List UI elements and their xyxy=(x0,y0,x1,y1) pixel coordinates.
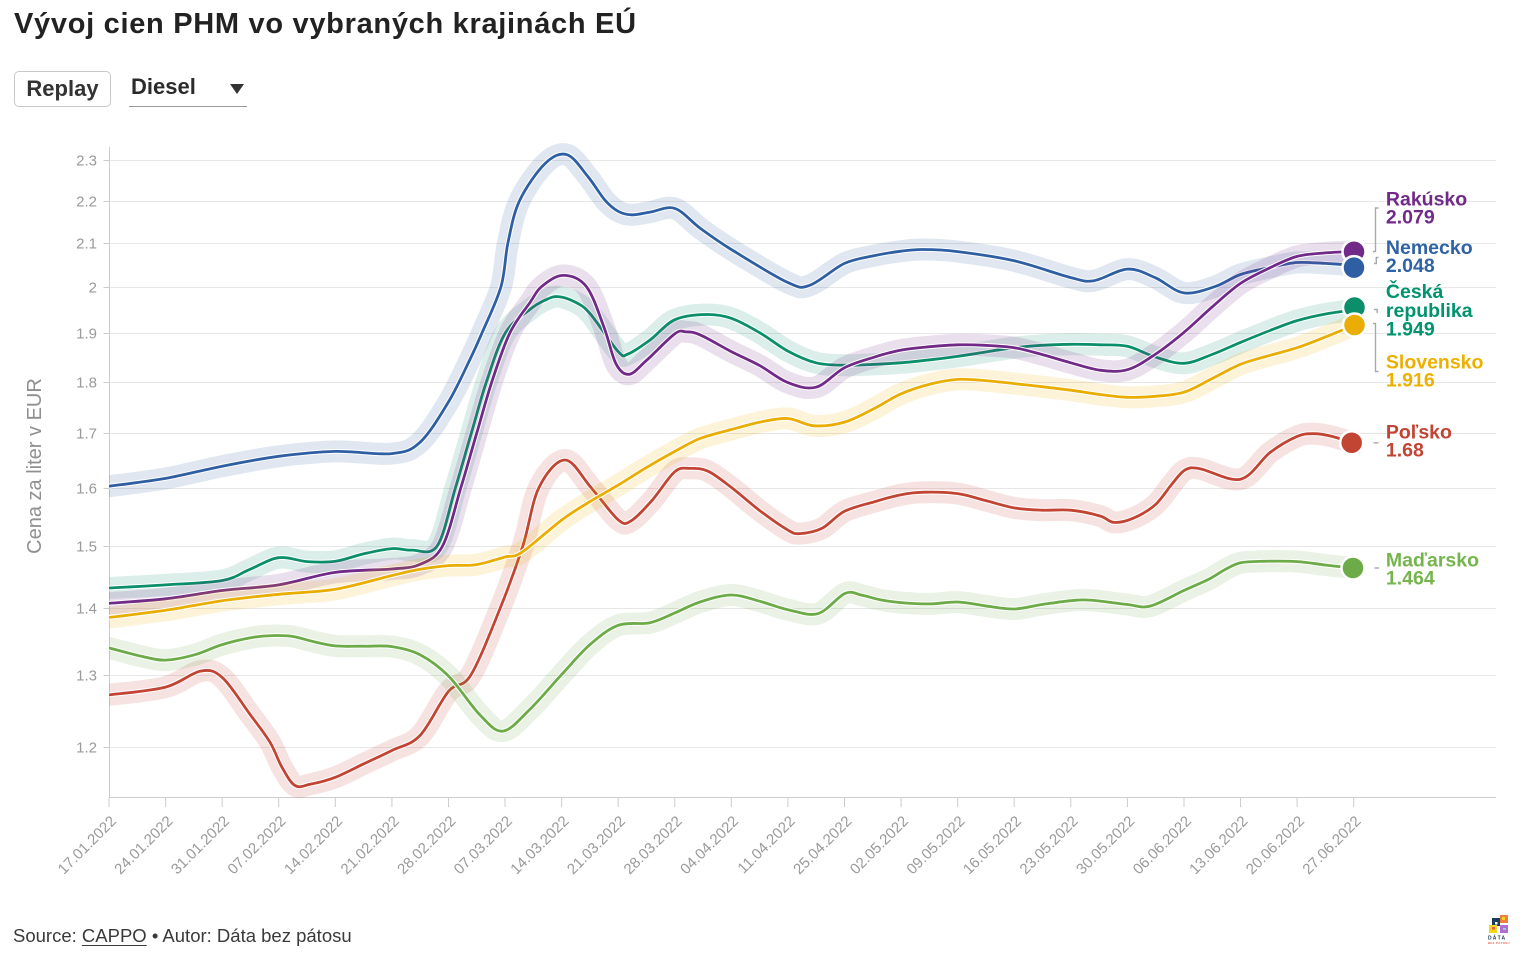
svg-text:31.01.2022: 31.01.2022 xyxy=(168,813,233,878)
svg-text:1.7: 1.7 xyxy=(76,426,97,443)
svg-text:1.464: 1.464 xyxy=(1386,568,1435,590)
svg-text:1.8: 1.8 xyxy=(76,375,97,392)
svg-text:07.02.2022: 07.02.2022 xyxy=(224,813,289,878)
svg-text:28.02.2022: 28.02.2022 xyxy=(394,813,459,878)
svg-text:Maďarsko: Maďarsko xyxy=(1386,550,1479,572)
svg-text:20.06.2022: 20.06.2022 xyxy=(1243,813,1308,878)
svg-text:1.68: 1.68 xyxy=(1386,440,1424,462)
svg-text:Rakúsko: Rakúsko xyxy=(1386,189,1467,211)
svg-text:30.05.2022: 30.05.2022 xyxy=(1073,813,1138,878)
svg-text:23.05.2022: 23.05.2022 xyxy=(1017,813,1082,878)
svg-text:1.916: 1.916 xyxy=(1386,370,1435,392)
svg-text:06.06.2022: 06.06.2022 xyxy=(1130,813,1195,878)
svg-text:1.9: 1.9 xyxy=(76,326,97,343)
svg-text:21.03.2022: 21.03.2022 xyxy=(564,813,629,878)
svg-text:Slovensko: Slovensko xyxy=(1386,352,1484,374)
svg-text:07.03.2022: 07.03.2022 xyxy=(451,813,516,878)
svg-text:04.04.2022: 04.04.2022 xyxy=(677,813,742,878)
svg-text:BEZ PÁTOSU: BEZ PÁTOSU xyxy=(1488,940,1510,945)
svg-text:25.04.2022: 25.04.2022 xyxy=(790,813,855,878)
svg-text:Cena za liter v EUR: Cena za liter v EUR xyxy=(24,378,46,554)
svg-text:11.04.2022: 11.04.2022 xyxy=(734,813,798,877)
svg-text:27.06.2022: 27.06.2022 xyxy=(1299,813,1364,878)
svg-text:Poľsko: Poľsko xyxy=(1386,422,1452,444)
svg-text:1.5: 1.5 xyxy=(76,539,97,556)
svg-text:2: 2 xyxy=(89,280,97,297)
svg-text:17.01.2022: 17.01.2022 xyxy=(55,813,120,878)
svg-text:28.03.2022: 28.03.2022 xyxy=(621,813,686,878)
svg-text:republika: republika xyxy=(1386,300,1473,322)
svg-text:02.05.2022: 02.05.2022 xyxy=(847,813,912,878)
svg-text:1.4: 1.4 xyxy=(76,601,97,618)
svg-text:2.079: 2.079 xyxy=(1386,207,1435,229)
svg-text:16.05.2022: 16.05.2022 xyxy=(960,813,1025,878)
svg-text:1.3: 1.3 xyxy=(76,668,97,685)
svg-text:09.05.2022: 09.05.2022 xyxy=(903,813,968,878)
svg-text:2.3: 2.3 xyxy=(76,153,97,170)
svg-text:DÁTA: DÁTA xyxy=(1488,935,1506,942)
svg-text:13.06.2022: 13.06.2022 xyxy=(1186,813,1251,878)
svg-text:2.2: 2.2 xyxy=(76,194,97,211)
svg-text:2.1: 2.1 xyxy=(76,236,97,253)
svg-text:1.949: 1.949 xyxy=(1386,318,1435,340)
svg-text:21.02.2022: 21.02.2022 xyxy=(338,813,403,878)
svg-text:Česká: Česká xyxy=(1386,279,1444,303)
svg-text:14.02.2022: 14.02.2022 xyxy=(281,813,346,878)
svg-text:Nemecko: Nemecko xyxy=(1386,237,1473,259)
svg-text:24.01.2022: 24.01.2022 xyxy=(111,813,176,878)
svg-text:2.048: 2.048 xyxy=(1386,255,1435,277)
svg-text:1.2: 1.2 xyxy=(76,740,97,757)
svg-text:1.6: 1.6 xyxy=(76,481,97,498)
svg-text:14.03.2022: 14.03.2022 xyxy=(507,813,572,878)
